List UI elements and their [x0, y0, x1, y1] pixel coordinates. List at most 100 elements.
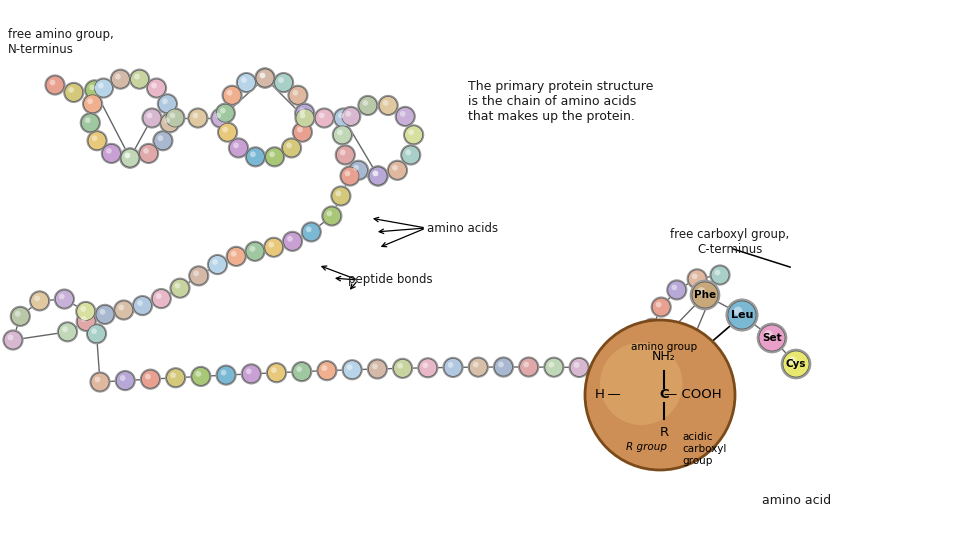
Circle shape [152, 130, 174, 151]
Circle shape [619, 358, 640, 379]
Circle shape [192, 367, 210, 386]
Circle shape [170, 277, 191, 299]
Circle shape [120, 375, 125, 381]
Text: NH₂: NH₂ [652, 350, 676, 363]
Circle shape [447, 362, 453, 368]
Circle shape [650, 364, 656, 369]
Circle shape [140, 368, 161, 390]
Circle shape [759, 325, 785, 351]
Circle shape [143, 109, 161, 127]
Circle shape [130, 70, 148, 88]
Circle shape [233, 142, 239, 148]
Circle shape [142, 370, 159, 388]
Text: Set: Set [763, 333, 782, 343]
Circle shape [222, 85, 243, 106]
Circle shape [10, 306, 31, 327]
Circle shape [340, 150, 346, 155]
Circle shape [250, 246, 255, 252]
Circle shape [212, 109, 229, 127]
Circle shape [110, 69, 131, 90]
Circle shape [495, 358, 513, 376]
Circle shape [236, 72, 257, 93]
Circle shape [299, 108, 305, 113]
Circle shape [35, 296, 40, 301]
Circle shape [115, 301, 133, 319]
Circle shape [162, 98, 168, 104]
Circle shape [121, 149, 139, 167]
Circle shape [646, 360, 664, 378]
Circle shape [641, 318, 662, 339]
Circle shape [388, 161, 407, 179]
Circle shape [266, 362, 287, 383]
Circle shape [250, 151, 255, 157]
Circle shape [710, 264, 731, 286]
Circle shape [313, 107, 335, 129]
Circle shape [332, 124, 353, 146]
Circle shape [134, 74, 140, 80]
Circle shape [493, 357, 514, 378]
Circle shape [403, 124, 424, 146]
Circle shape [254, 68, 276, 89]
Circle shape [279, 77, 284, 83]
Circle shape [87, 130, 108, 151]
Circle shape [82, 93, 103, 114]
Circle shape [102, 145, 120, 162]
Circle shape [585, 320, 735, 470]
Circle shape [158, 95, 176, 113]
Circle shape [303, 223, 320, 241]
Circle shape [334, 126, 351, 144]
Circle shape [256, 69, 274, 87]
Circle shape [653, 298, 670, 316]
Circle shape [392, 165, 398, 171]
Circle shape [152, 290, 171, 307]
Circle shape [241, 77, 247, 83]
Circle shape [549, 362, 554, 368]
Circle shape [545, 358, 563, 376]
Circle shape [396, 108, 415, 126]
Circle shape [442, 357, 464, 378]
Circle shape [88, 325, 105, 343]
Circle shape [666, 280, 687, 301]
Circle shape [306, 227, 311, 232]
Circle shape [689, 280, 720, 310]
Circle shape [600, 343, 683, 425]
Circle shape [228, 247, 245, 266]
Circle shape [212, 259, 218, 265]
Circle shape [246, 368, 252, 374]
Circle shape [120, 147, 141, 169]
Circle shape [188, 265, 209, 286]
Text: peptide bonds: peptide bonds [348, 273, 433, 286]
Text: C: C [659, 388, 669, 402]
Circle shape [366, 358, 388, 379]
Circle shape [166, 109, 184, 127]
Circle shape [142, 107, 163, 129]
Circle shape [315, 109, 334, 127]
Circle shape [734, 306, 742, 316]
Circle shape [156, 293, 162, 299]
Circle shape [113, 300, 134, 321]
Circle shape [88, 132, 106, 150]
Circle shape [688, 270, 707, 288]
Circle shape [378, 95, 399, 116]
Circle shape [296, 366, 302, 372]
Circle shape [574, 362, 579, 368]
Circle shape [367, 165, 388, 186]
Circle shape [167, 369, 185, 387]
Circle shape [341, 359, 362, 381]
Circle shape [132, 295, 153, 316]
Circle shape [402, 146, 419, 164]
Circle shape [157, 136, 163, 141]
Circle shape [275, 74, 293, 92]
Circle shape [207, 254, 228, 275]
Circle shape [90, 372, 111, 393]
Circle shape [230, 251, 236, 257]
Circle shape [520, 358, 538, 376]
Circle shape [335, 191, 341, 196]
Circle shape [91, 373, 109, 391]
Circle shape [373, 171, 378, 176]
Circle shape [241, 363, 262, 384]
Circle shape [92, 136, 97, 141]
Circle shape [294, 103, 315, 124]
Text: amino acids: amino acids [427, 222, 498, 234]
Circle shape [369, 167, 387, 185]
